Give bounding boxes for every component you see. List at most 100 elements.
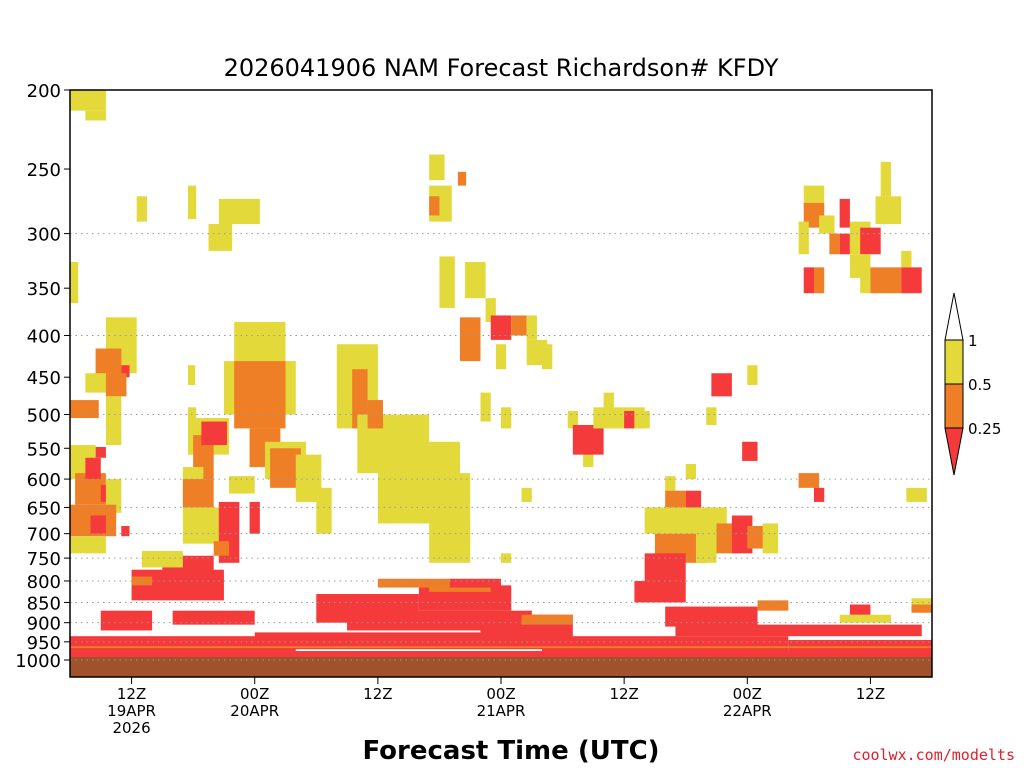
colorbar-bin-bottom <box>944 427 964 476</box>
heatmap-cell-orange <box>813 267 825 294</box>
heatmap-cell-red <box>121 365 130 378</box>
heatmap-cell-yellow <box>218 198 260 225</box>
heatmap-cell-red <box>95 446 106 458</box>
colorbar-tick-label: 0.25 <box>968 420 1001 438</box>
x-tick-label: 21APR <box>477 702 526 720</box>
heatmap-cell-yellow <box>495 344 507 370</box>
x-tick-label: 00Z <box>240 685 269 703</box>
heatmap-cell-yellow <box>429 154 445 181</box>
heatmap-cell-yellow <box>316 487 332 534</box>
y-tick-label: 750 <box>27 549 61 570</box>
heatmap-cell-yellow <box>234 321 286 362</box>
heatmap-cell-yellow <box>860 267 871 294</box>
heatmap-cell-yellow <box>188 407 197 425</box>
x-tick-label: 00Z <box>733 685 762 703</box>
heatmap-cell-yellow <box>70 90 106 111</box>
y-tick-label: 800 <box>27 572 61 593</box>
heatmap-cell-yellow <box>105 317 137 349</box>
x-tick-label: 2026 <box>112 719 150 737</box>
x-tick-label: 19APR <box>107 702 156 720</box>
heatmap-cell-orange <box>457 171 467 186</box>
x-tick-label: 00Z <box>486 685 515 703</box>
heatmap-cell-orange <box>182 479 214 508</box>
heatmap-cell-orange <box>521 614 573 625</box>
heatmap-cell-red <box>849 604 871 615</box>
heatmap-cell-yellow <box>706 407 717 425</box>
heatmap-cell-yellow <box>583 451 594 468</box>
heatmap-cell-yellow <box>70 261 79 304</box>
heatmap-cell-yellow <box>459 523 471 544</box>
heatmap-cell-yellow <box>208 224 233 251</box>
heatmap-cell-yellow <box>501 553 512 563</box>
heatmap-cell-orange <box>105 373 127 397</box>
heatmap-cell-yellow <box>521 487 532 502</box>
heatmap-cell-red <box>813 487 825 502</box>
heatmap-cell-yellow <box>542 344 553 370</box>
heatmap-cell-yellow <box>465 261 486 299</box>
x-tick-label: 12Z <box>117 685 146 703</box>
heatmap-cell-yellow <box>798 221 809 255</box>
colorbar-tick-label: 0.5 <box>968 376 992 394</box>
ground-layer <box>70 657 932 677</box>
heatmap-cell-yellow <box>644 507 717 534</box>
y-tick-label: 650 <box>27 498 61 519</box>
heatmap-cell-red <box>685 490 702 511</box>
y-tick-label: 350 <box>27 279 61 300</box>
heatmap-cell-red <box>675 624 922 637</box>
credit-text: coolwx.com/modelts <box>852 746 1015 764</box>
x-tick-label: 12Z <box>609 685 638 703</box>
heatmap-cell-yellow <box>188 365 196 385</box>
y-tick-label: 450 <box>27 368 61 389</box>
heatmap-cell-orange <box>213 541 230 556</box>
y-tick-label: 550 <box>27 439 61 460</box>
heatmap-cell-red <box>901 267 922 294</box>
heatmap-cell-red <box>860 227 881 255</box>
heatmap-cell-yellow <box>880 161 891 197</box>
heatmap-cell-red <box>542 636 789 655</box>
heatmap-cell-orange <box>95 348 122 378</box>
heatmap-cells <box>70 90 932 659</box>
heatmap-cell-orange <box>798 473 820 488</box>
heatmap-cell-yellow <box>136 196 147 222</box>
y-tick-label: 700 <box>27 525 61 546</box>
heatmap-cell-orange <box>829 233 840 255</box>
colorbar-bin-orange <box>944 383 964 429</box>
heatmap-cell-red <box>634 580 686 603</box>
colorbar-bin-top <box>944 292 964 341</box>
heatmap-cell-yellow <box>85 373 112 393</box>
x-tick-label: 12Z <box>856 685 885 703</box>
heatmap-cell-yellow <box>634 410 650 429</box>
heatmap-cell-yellow <box>105 479 122 513</box>
heatmap-cell-orange <box>377 578 450 588</box>
heatmap-cell-yellow <box>485 298 496 322</box>
heatmap-cell-orange <box>911 604 932 613</box>
y-tick-label: 400 <box>27 326 61 347</box>
y-tick-label: 850 <box>27 593 61 614</box>
heatmap-cell-red <box>742 441 758 461</box>
heatmap-cell-red <box>449 578 501 588</box>
heatmap-cell-yellow <box>762 523 779 554</box>
heatmap-cell-red <box>85 457 101 480</box>
heatmap-cell-yellow <box>229 476 255 494</box>
heatmap-cell-yellow <box>526 315 537 340</box>
heatmap-cell-yellow <box>911 598 932 605</box>
heatmap-cell-red <box>839 198 850 228</box>
heatmap-cell-red <box>839 233 850 255</box>
y-tick-label: 250 <box>27 160 61 181</box>
heatmap-cell-yellow <box>603 392 614 411</box>
y-tick-label: 1000 <box>15 651 61 672</box>
y-axis: 200 250 300 350 400 450 500 550 600 650 700 7508008… <box>15 81 70 672</box>
y-tick-label: 600 <box>27 470 61 491</box>
heatmap-cell-red <box>172 610 255 625</box>
colorbar-bin-yellow <box>944 339 964 385</box>
heatmap-cell-yellow <box>819 215 835 234</box>
heatmap-cell-orange <box>757 600 789 611</box>
heatmap-cell-yellow <box>901 250 912 268</box>
heatmap-cell-red <box>100 610 153 631</box>
heatmap-cell-yellow <box>480 392 491 422</box>
y-tick-label: 900 <box>27 614 61 635</box>
x-tick-label: 20APR <box>230 702 279 720</box>
heatmap-cell-orange <box>367 400 383 429</box>
heatmap-cell-red <box>624 410 635 429</box>
